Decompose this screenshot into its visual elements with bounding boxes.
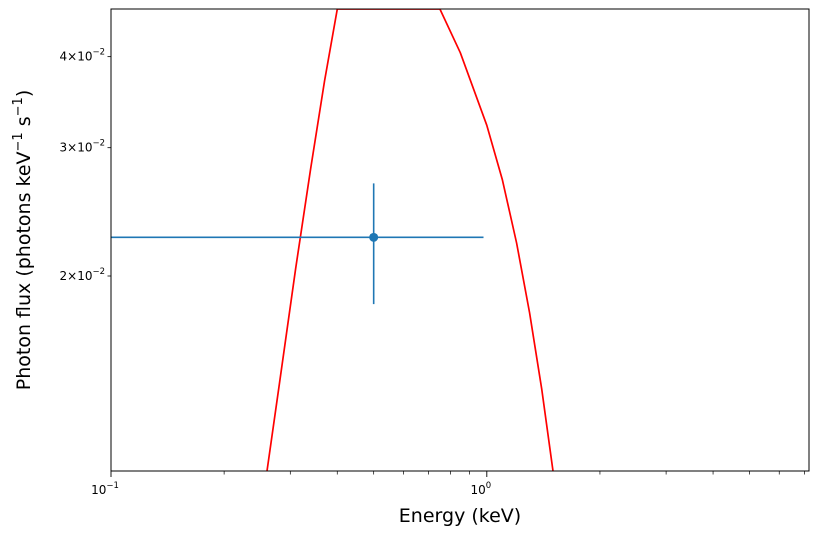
x-tick-label: 100	[470, 481, 491, 497]
y-axis-label-exp1: −1	[11, 132, 26, 151]
y-axis-label-unit: s	[13, 116, 35, 132]
axes-frame	[110, 8, 810, 472]
model-curve	[266, 9, 554, 471]
y-tick-label: 3×10−2	[60, 139, 106, 155]
y-axis-label-close: )	[13, 90, 35, 97]
y-axis-label: Photon flux (photons keV−1 s−1)	[11, 90, 35, 391]
plot-area	[111, 9, 554, 471]
axis-ticks: 10−1 100 2×10−2 3×10−2 4×10−2	[60, 48, 805, 497]
x-tick-label: 10−1	[91, 481, 119, 497]
x-axis-label: Energy (keV)	[399, 505, 521, 527]
y-tick-label: 2×10−2	[60, 267, 106, 283]
y-axis-label-exp2: −1	[11, 97, 26, 116]
data-point	[369, 232, 379, 242]
y-axis-label-main: Photon flux (photons keV	[13, 151, 35, 390]
y-tick-label: 4×10−2	[60, 48, 106, 64]
